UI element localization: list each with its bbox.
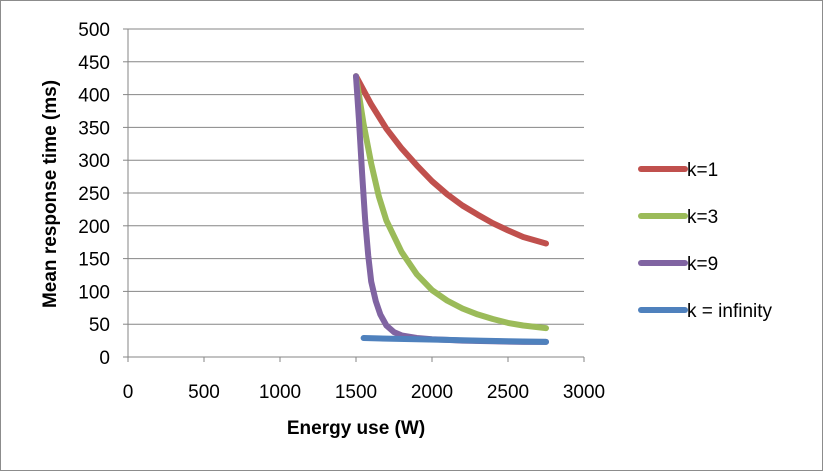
x-axis-title: Energy use (W) [287, 418, 425, 439]
legend-label: k=3 [687, 207, 718, 228]
y-tick-label: 350 [78, 118, 110, 139]
x-tick-label: 500 [188, 382, 220, 403]
legend: k=1 k=3 k=9 k = infinity [638, 160, 773, 322]
y-tick-label: 50 [89, 315, 110, 336]
x-tick-label: 1000 [259, 382, 301, 403]
series-line-k-3 [353, 73, 549, 332]
x-tick-label: 3000 [563, 382, 605, 403]
y-tick-label: 300 [78, 151, 110, 172]
legend-label: k=9 [687, 254, 718, 275]
legend-label: k = infinity [687, 301, 773, 322]
y-axis-title: Mean response time (ms) [40, 80, 61, 308]
axes [123, 28, 585, 362]
y-tick-label: 150 [78, 250, 110, 271]
y-tick-label: 200 [78, 217, 110, 238]
y-tick-label: 500 [78, 20, 110, 41]
y-tick-label: 100 [78, 282, 110, 303]
plot-area [353, 73, 549, 345]
y-tick-label: 400 [78, 86, 110, 107]
x-tick-label: 0 [123, 382, 134, 403]
series-line-k-1 [353, 73, 549, 247]
series-line-k-infinity [360, 335, 549, 345]
x-tick-label: 2000 [411, 382, 453, 403]
tick-labels: 0 50 100 150 200 250 300 350 400 450 500 0 500 1000 15… [78, 20, 605, 403]
y-tick-label: 450 [78, 53, 110, 74]
y-tick-label: 0 [99, 348, 110, 369]
grid-lines [128, 28, 584, 325]
legend-label: k=1 [687, 160, 718, 181]
x-tick-label: 1500 [335, 382, 377, 403]
x-tick-label: 2500 [487, 382, 529, 403]
y-tick-label: 250 [78, 184, 110, 205]
